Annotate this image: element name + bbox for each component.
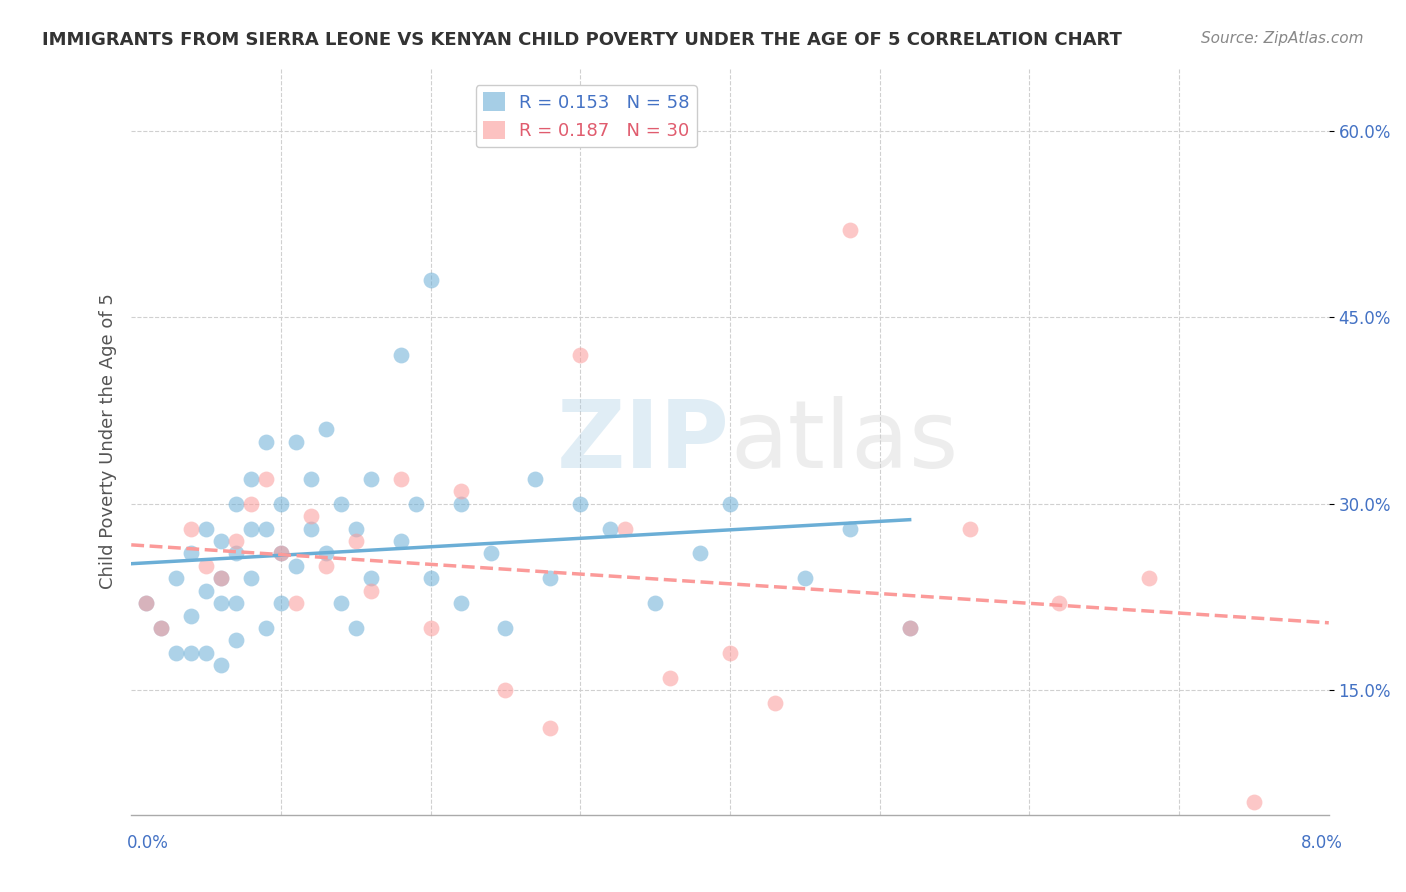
Point <box>360 571 382 585</box>
Text: 8.0%: 8.0% <box>1301 834 1343 852</box>
Point <box>538 721 561 735</box>
Point <box>389 347 412 361</box>
Point <box>718 646 741 660</box>
Point <box>389 472 412 486</box>
Point <box>150 621 173 635</box>
Point <box>405 497 427 511</box>
Point <box>479 546 502 560</box>
Point <box>419 571 441 585</box>
Y-axis label: Child Poverty Under the Age of 5: Child Poverty Under the Age of 5 <box>100 293 117 590</box>
Point <box>180 522 202 536</box>
Point <box>898 621 921 635</box>
Point <box>838 223 860 237</box>
Point <box>419 273 441 287</box>
Point <box>180 608 202 623</box>
Point <box>209 571 232 585</box>
Point <box>284 558 307 573</box>
Point <box>225 596 247 610</box>
Point <box>329 596 352 610</box>
Point <box>195 558 218 573</box>
Point <box>299 472 322 486</box>
Point <box>254 522 277 536</box>
Point <box>209 658 232 673</box>
Point <box>1137 571 1160 585</box>
Point <box>270 596 292 610</box>
Point <box>450 484 472 499</box>
Point <box>254 434 277 449</box>
Point <box>360 583 382 598</box>
Point <box>1243 795 1265 809</box>
Point <box>614 522 637 536</box>
Point <box>270 546 292 560</box>
Point <box>165 571 187 585</box>
Point <box>450 596 472 610</box>
Point <box>360 472 382 486</box>
Point <box>450 497 472 511</box>
Point <box>135 596 157 610</box>
Point <box>209 571 232 585</box>
Point <box>495 621 517 635</box>
Point <box>150 621 173 635</box>
Point <box>165 646 187 660</box>
Point <box>315 546 337 560</box>
Point <box>569 347 592 361</box>
Point <box>180 546 202 560</box>
Point <box>495 683 517 698</box>
Point <box>389 534 412 549</box>
Point <box>180 646 202 660</box>
Point <box>240 522 263 536</box>
Point <box>195 522 218 536</box>
Text: Source: ZipAtlas.com: Source: ZipAtlas.com <box>1201 31 1364 46</box>
Point <box>569 497 592 511</box>
Point <box>315 422 337 436</box>
Point <box>254 472 277 486</box>
Point <box>225 633 247 648</box>
Point <box>538 571 561 585</box>
Point <box>344 534 367 549</box>
Point <box>270 546 292 560</box>
Point <box>344 522 367 536</box>
Point <box>225 534 247 549</box>
Point <box>240 472 263 486</box>
Point <box>599 522 621 536</box>
Point <box>419 621 441 635</box>
Point <box>240 571 263 585</box>
Point <box>315 558 337 573</box>
Text: 0.0%: 0.0% <box>127 834 169 852</box>
Point <box>524 472 547 486</box>
Point <box>793 571 815 585</box>
Point <box>689 546 711 560</box>
Point <box>644 596 666 610</box>
Point <box>659 671 682 685</box>
Legend: R = 0.153   N = 58, R = 0.187   N = 30: R = 0.153 N = 58, R = 0.187 N = 30 <box>475 85 697 147</box>
Point <box>195 646 218 660</box>
Text: IMMIGRANTS FROM SIERRA LEONE VS KENYAN CHILD POVERTY UNDER THE AGE OF 5 CORRELAT: IMMIGRANTS FROM SIERRA LEONE VS KENYAN C… <box>42 31 1122 49</box>
Point <box>225 546 247 560</box>
Point <box>240 497 263 511</box>
Point <box>270 497 292 511</box>
Point <box>209 534 232 549</box>
Text: atlas: atlas <box>730 395 959 488</box>
Point <box>1047 596 1070 610</box>
Point <box>838 522 860 536</box>
Point <box>299 509 322 524</box>
Point <box>225 497 247 511</box>
Point <box>284 434 307 449</box>
Point <box>718 497 741 511</box>
Point <box>254 621 277 635</box>
Point <box>284 596 307 610</box>
Point <box>195 583 218 598</box>
Text: ZIP: ZIP <box>557 395 730 488</box>
Point <box>329 497 352 511</box>
Point <box>898 621 921 635</box>
Point <box>959 522 981 536</box>
Point <box>763 696 786 710</box>
Point <box>135 596 157 610</box>
Point <box>299 522 322 536</box>
Point <box>344 621 367 635</box>
Point <box>209 596 232 610</box>
